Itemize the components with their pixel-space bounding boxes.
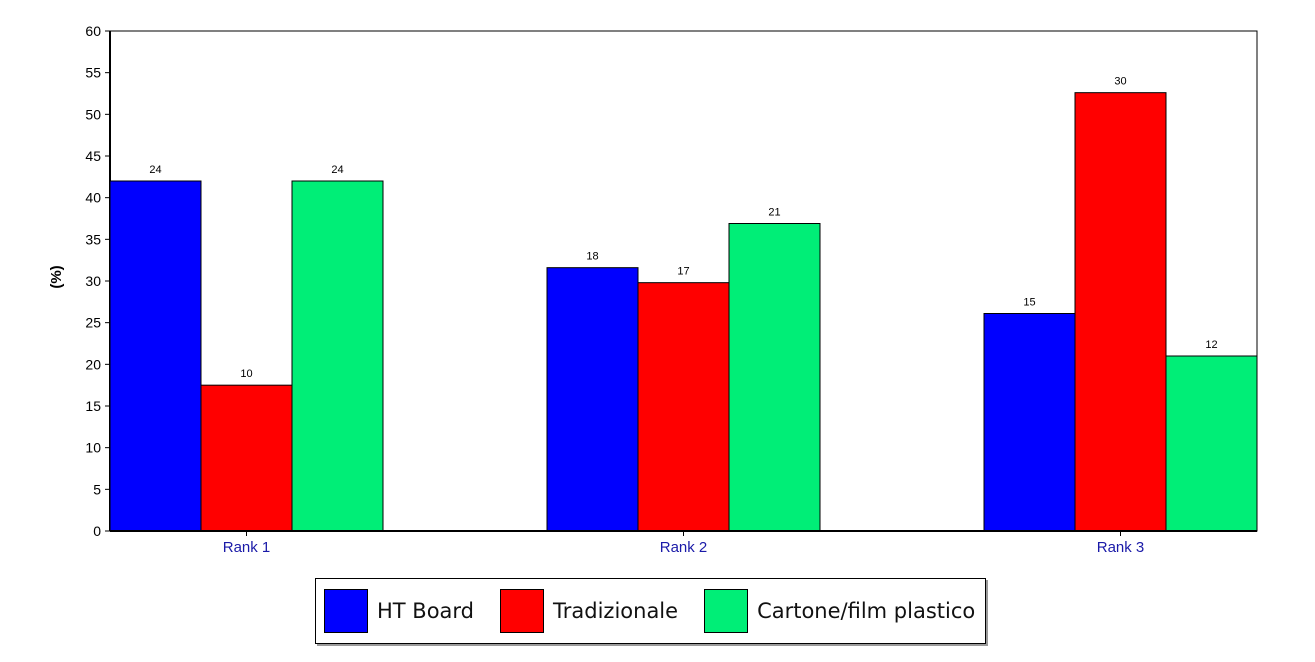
legend-item: Cartone/film plastico — [704, 589, 993, 633]
y-tick-label: 50 — [85, 106, 101, 122]
legend-swatch — [500, 589, 545, 633]
legend-item: Tradizionale — [500, 589, 696, 633]
y-tick-label: 5 — [93, 481, 101, 497]
bar-cartone-film-plastico-3 — [1165, 355, 1258, 532]
y-tick-label: 30 — [85, 273, 101, 289]
bars — [109, 92, 1258, 532]
data-label: 12 — [1205, 339, 1217, 351]
bar-ht-board-1 — [109, 180, 202, 532]
y-tick-label: 25 — [85, 315, 101, 331]
data-labels: 24 10 24 18 17 21 15 30 12 — [149, 76, 1217, 380]
y-tick-label: 40 — [85, 190, 101, 206]
y-tick-label: 45 — [85, 148, 101, 164]
bar-ht-board-3 — [983, 313, 1076, 532]
bar-tradizionale-1 — [200, 384, 293, 532]
x-axis: Rank 1 Rank 2 Rank 3 — [110, 530, 1257, 556]
y-axis: 0 5 10 15 20 25 30 35 40 45 50 55 60 — [85, 23, 111, 539]
data-label: 21 — [768, 207, 780, 219]
data-label: 17 — [677, 266, 689, 278]
bar-cartone-film-plastico-2 — [728, 223, 821, 532]
legend-label: HT Board — [377, 599, 475, 623]
x-tick-label: Rank 2 — [660, 539, 708, 556]
y-tick-label: 55 — [85, 65, 101, 81]
bar-tradizionale-3 — [1074, 92, 1167, 532]
legend-swatch — [704, 589, 749, 633]
legend-swatch — [324, 589, 368, 633]
data-label: 30 — [1114, 76, 1126, 88]
x-tick-label: Rank 1 — [223, 539, 271, 556]
data-label: 18 — [586, 251, 598, 263]
y-tick-label: 20 — [85, 356, 101, 372]
legend: HT Board Tradizionale Cartone/film plastic… — [315, 578, 986, 644]
y-tick-label: 10 — [85, 440, 101, 456]
data-label: 24 — [149, 164, 161, 176]
x-tick-label: Rank 3 — [1097, 539, 1145, 556]
y-tick-label: 35 — [85, 231, 101, 247]
legend-label: Tradizionale — [553, 599, 679, 623]
data-label: 24 — [331, 164, 343, 176]
legend-item: HT Board — [324, 589, 492, 633]
y-tick-label: 15 — [85, 398, 101, 414]
data-label: 10 — [240, 368, 252, 380]
bar-ht-board-2 — [546, 267, 639, 532]
y-axis-title: (%) — [48, 265, 65, 288]
bar-cartone-film-plastico-1 — [291, 180, 384, 532]
y-tick-label: 60 — [85, 23, 101, 39]
y-tick-label: 0 — [93, 523, 101, 539]
legend-label: Cartone/film plastico — [757, 599, 976, 623]
bar-tradizionale-2 — [637, 282, 730, 532]
data-label: 15 — [1023, 297, 1035, 309]
